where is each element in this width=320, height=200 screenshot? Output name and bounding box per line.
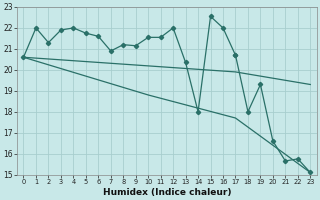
X-axis label: Humidex (Indice chaleur): Humidex (Indice chaleur)	[103, 188, 231, 197]
